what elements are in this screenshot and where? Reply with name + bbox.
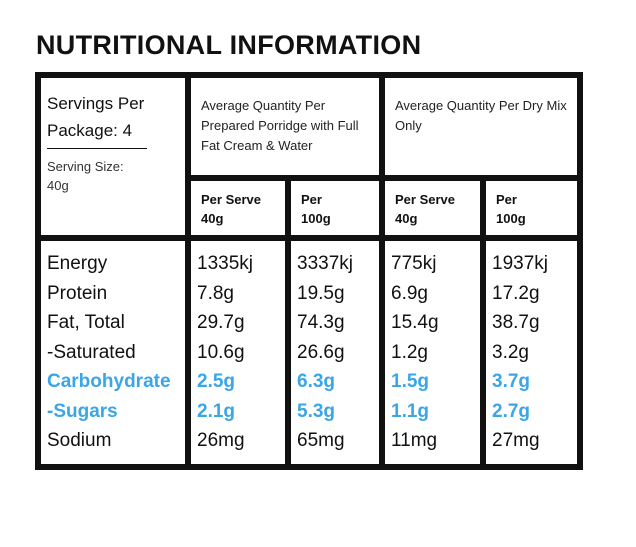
nutrient-value: 2.5g [197, 371, 236, 392]
nutrition-table: Servings Per Package: 4 Serving Size: 40… [35, 72, 583, 470]
servings: Servings Per Package: 4 [47, 90, 147, 149]
nutrient-value: 6.3g [297, 371, 336, 392]
nutrient-name: Sodium [47, 430, 112, 451]
column-header: Per 100g [486, 181, 577, 235]
nutrient-value: 1.1g [391, 400, 430, 422]
nutrient-value: 3.2g [492, 341, 529, 363]
servings-cell: Servings Per Package: 4 Serving Size: 40… [41, 78, 185, 235]
nutrient-value: 775kj [391, 253, 437, 274]
nutrient-value: 7.8g [197, 282, 234, 304]
group-header: Average Quantity Per Prepared Porridge w… [191, 78, 379, 175]
nutrient-value: 3337kj [297, 253, 353, 274]
nutrient-name: Protein [47, 282, 108, 304]
nutrient-value: 19.5g [297, 282, 345, 304]
nutrient-value: 1937kj [492, 253, 548, 274]
nutrient-name: -Sugars [47, 400, 118, 422]
body-column: 1937kj 17.2g 38.7g 3.2g 3.7g 2.7g 27mg [486, 241, 577, 464]
nutrient-value: 26mg [197, 430, 245, 451]
column-header-line: Per [496, 192, 517, 207]
nutrient-value: 2.7g [492, 400, 531, 422]
body-column: Energy Protein Fat, Total -Saturated Carbohy… [41, 241, 185, 464]
title: NUTRITIONAL INFORMATION [36, 30, 422, 60]
column-header-line: Per Serve [201, 192, 261, 207]
nutrient-value: 29.7g [197, 312, 245, 333]
nutrient-value: 26.6g [297, 341, 345, 363]
serving-size: Serving Size: 40g [47, 159, 124, 193]
column-header-line: 100g [301, 211, 331, 226]
column-header: Per 100g [291, 181, 379, 235]
body-column: 775kj 6.9g 15.4g 1.2g 1.5g 1.1g 11mg [385, 241, 480, 464]
nutrient-value: 10.6g [197, 341, 245, 363]
nutrient-value: 74.3g [297, 312, 345, 333]
nutrient-name: Fat, Total [47, 312, 125, 333]
nutrient-value: 15.4g [391, 312, 439, 333]
column-header-line: Per Serve [395, 192, 455, 207]
body-column: 3337kj 19.5g 74.3g 26.6g 6.3g 5.3g 65mg [291, 241, 379, 464]
column-header: Per Serve 40g [191, 181, 285, 235]
nutrient-value: 1.2g [391, 341, 428, 363]
nutrient-value: 17.2g [492, 282, 540, 304]
nutrient-name: Energy [47, 253, 108, 274]
nutrient-value: 3.7g [492, 371, 531, 392]
nutrient-value: 11mg [391, 430, 438, 451]
nutrient-value: 2.1g [197, 400, 236, 422]
column-header-line: 40g [201, 211, 224, 226]
column-header-line: 100g [496, 211, 526, 226]
body-column: 1335kj 7.8g 29.7g 10.6g 2.5g 2.1g 26mg [191, 241, 285, 464]
nutrient-value: 6.9g [391, 282, 428, 304]
nutrient-value: 38.7g [492, 312, 540, 333]
column-header: Per Serve 40g [385, 181, 480, 235]
nutrient-value: 1.5g [391, 371, 430, 392]
nutrient-value: 1335kj [197, 253, 253, 274]
group-header: Average Quantity Per Dry Mix Only [385, 78, 577, 175]
column-header-line: Per [301, 192, 322, 207]
nutrient-name: Carbohydrate [47, 371, 171, 392]
nutrient-value: 27mg [492, 430, 540, 451]
nutrient-value: 65mg [297, 430, 345, 451]
column-header-line: 40g [395, 211, 418, 226]
nutrient-name: -Saturated [47, 341, 136, 363]
nutrient-value: 5.3g [297, 400, 336, 422]
